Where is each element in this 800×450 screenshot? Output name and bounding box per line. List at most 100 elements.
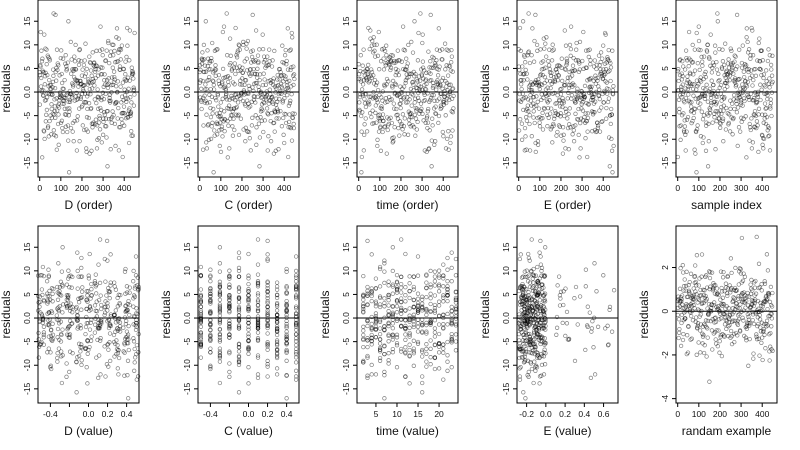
data-point xyxy=(246,381,251,386)
data-point xyxy=(89,287,94,292)
data-point xyxy=(75,250,80,255)
data-point xyxy=(759,48,764,53)
data-point xyxy=(576,132,581,138)
data-point xyxy=(686,64,691,69)
data-point xyxy=(749,25,754,31)
data-point xyxy=(701,85,706,91)
data-point xyxy=(727,78,732,83)
data-point xyxy=(765,128,770,133)
data-point xyxy=(691,115,696,121)
data-point xyxy=(126,396,131,401)
data-point xyxy=(519,275,525,280)
data-point xyxy=(361,273,366,279)
data-point xyxy=(293,342,299,348)
data-point xyxy=(206,137,212,142)
data-point xyxy=(419,87,425,92)
y-tick-label: -5 xyxy=(182,112,192,120)
x-axis-label: randam example xyxy=(682,424,772,438)
data-point xyxy=(432,142,437,147)
data-point xyxy=(56,346,62,351)
data-point xyxy=(423,77,429,82)
data-point xyxy=(266,101,271,106)
data-point xyxy=(764,90,770,95)
x-tick-label: 0 xyxy=(675,409,680,419)
data-point xyxy=(74,148,80,153)
points-group xyxy=(361,237,459,401)
data-point xyxy=(70,129,75,134)
data-point xyxy=(415,324,421,329)
data-point xyxy=(97,48,103,53)
data-point xyxy=(406,42,411,48)
data-point xyxy=(361,328,366,333)
data-point xyxy=(55,359,60,364)
data-point xyxy=(42,82,47,87)
data-point xyxy=(445,359,450,364)
data-point xyxy=(582,114,587,120)
data-point xyxy=(408,111,414,116)
data-point xyxy=(394,310,400,315)
data-point xyxy=(369,67,374,72)
data-point xyxy=(756,40,761,46)
data-point xyxy=(59,118,65,123)
data-point xyxy=(549,106,554,111)
data-point xyxy=(46,134,51,139)
data-point xyxy=(569,93,575,98)
data-point xyxy=(680,337,686,343)
data-point xyxy=(380,89,385,94)
x-axis-label: D (order) xyxy=(64,198,112,212)
data-point xyxy=(765,96,770,102)
data-point xyxy=(228,61,233,66)
data-point xyxy=(718,82,724,88)
data-point xyxy=(104,48,109,53)
data-point xyxy=(260,46,266,52)
data-point xyxy=(127,312,132,318)
data-point xyxy=(400,24,406,29)
data-point xyxy=(531,266,536,272)
y-tick-label: -15 xyxy=(182,156,192,169)
data-point xyxy=(265,331,270,336)
data-point xyxy=(42,136,47,142)
data-point xyxy=(72,54,77,59)
data-point xyxy=(283,74,288,79)
data-point xyxy=(757,353,762,358)
data-point xyxy=(367,78,373,84)
data-point xyxy=(433,139,438,144)
data-point xyxy=(729,48,734,54)
data-point xyxy=(716,71,721,76)
data-point xyxy=(362,122,367,127)
data-point xyxy=(704,354,709,359)
data-point xyxy=(99,306,104,312)
y-tick-label: 15 xyxy=(22,16,32,26)
data-point xyxy=(365,70,370,75)
data-point xyxy=(436,331,442,337)
data-point xyxy=(98,24,103,29)
data-point xyxy=(603,67,609,72)
data-point xyxy=(705,306,710,311)
data-point xyxy=(694,170,699,175)
data-point xyxy=(201,42,207,48)
y-axis-label: residuals xyxy=(318,290,332,338)
data-point xyxy=(79,265,84,271)
data-point xyxy=(551,121,556,127)
data-point xyxy=(716,79,721,84)
data-point xyxy=(428,291,433,296)
data-point xyxy=(286,103,292,108)
data-point xyxy=(688,271,694,276)
data-point xyxy=(85,129,91,134)
data-point xyxy=(80,285,85,290)
data-point xyxy=(260,94,265,100)
data-point xyxy=(74,118,80,123)
data-point xyxy=(217,380,223,386)
data-point xyxy=(754,99,759,104)
data-point xyxy=(361,69,366,75)
data-point xyxy=(583,347,588,353)
data-point xyxy=(217,128,222,133)
data-point xyxy=(521,72,526,77)
data-point xyxy=(534,103,539,108)
data-point xyxy=(729,270,734,276)
data-point xyxy=(360,110,365,115)
data-point xyxy=(88,92,93,97)
data-point xyxy=(272,48,277,54)
data-point xyxy=(284,62,289,67)
